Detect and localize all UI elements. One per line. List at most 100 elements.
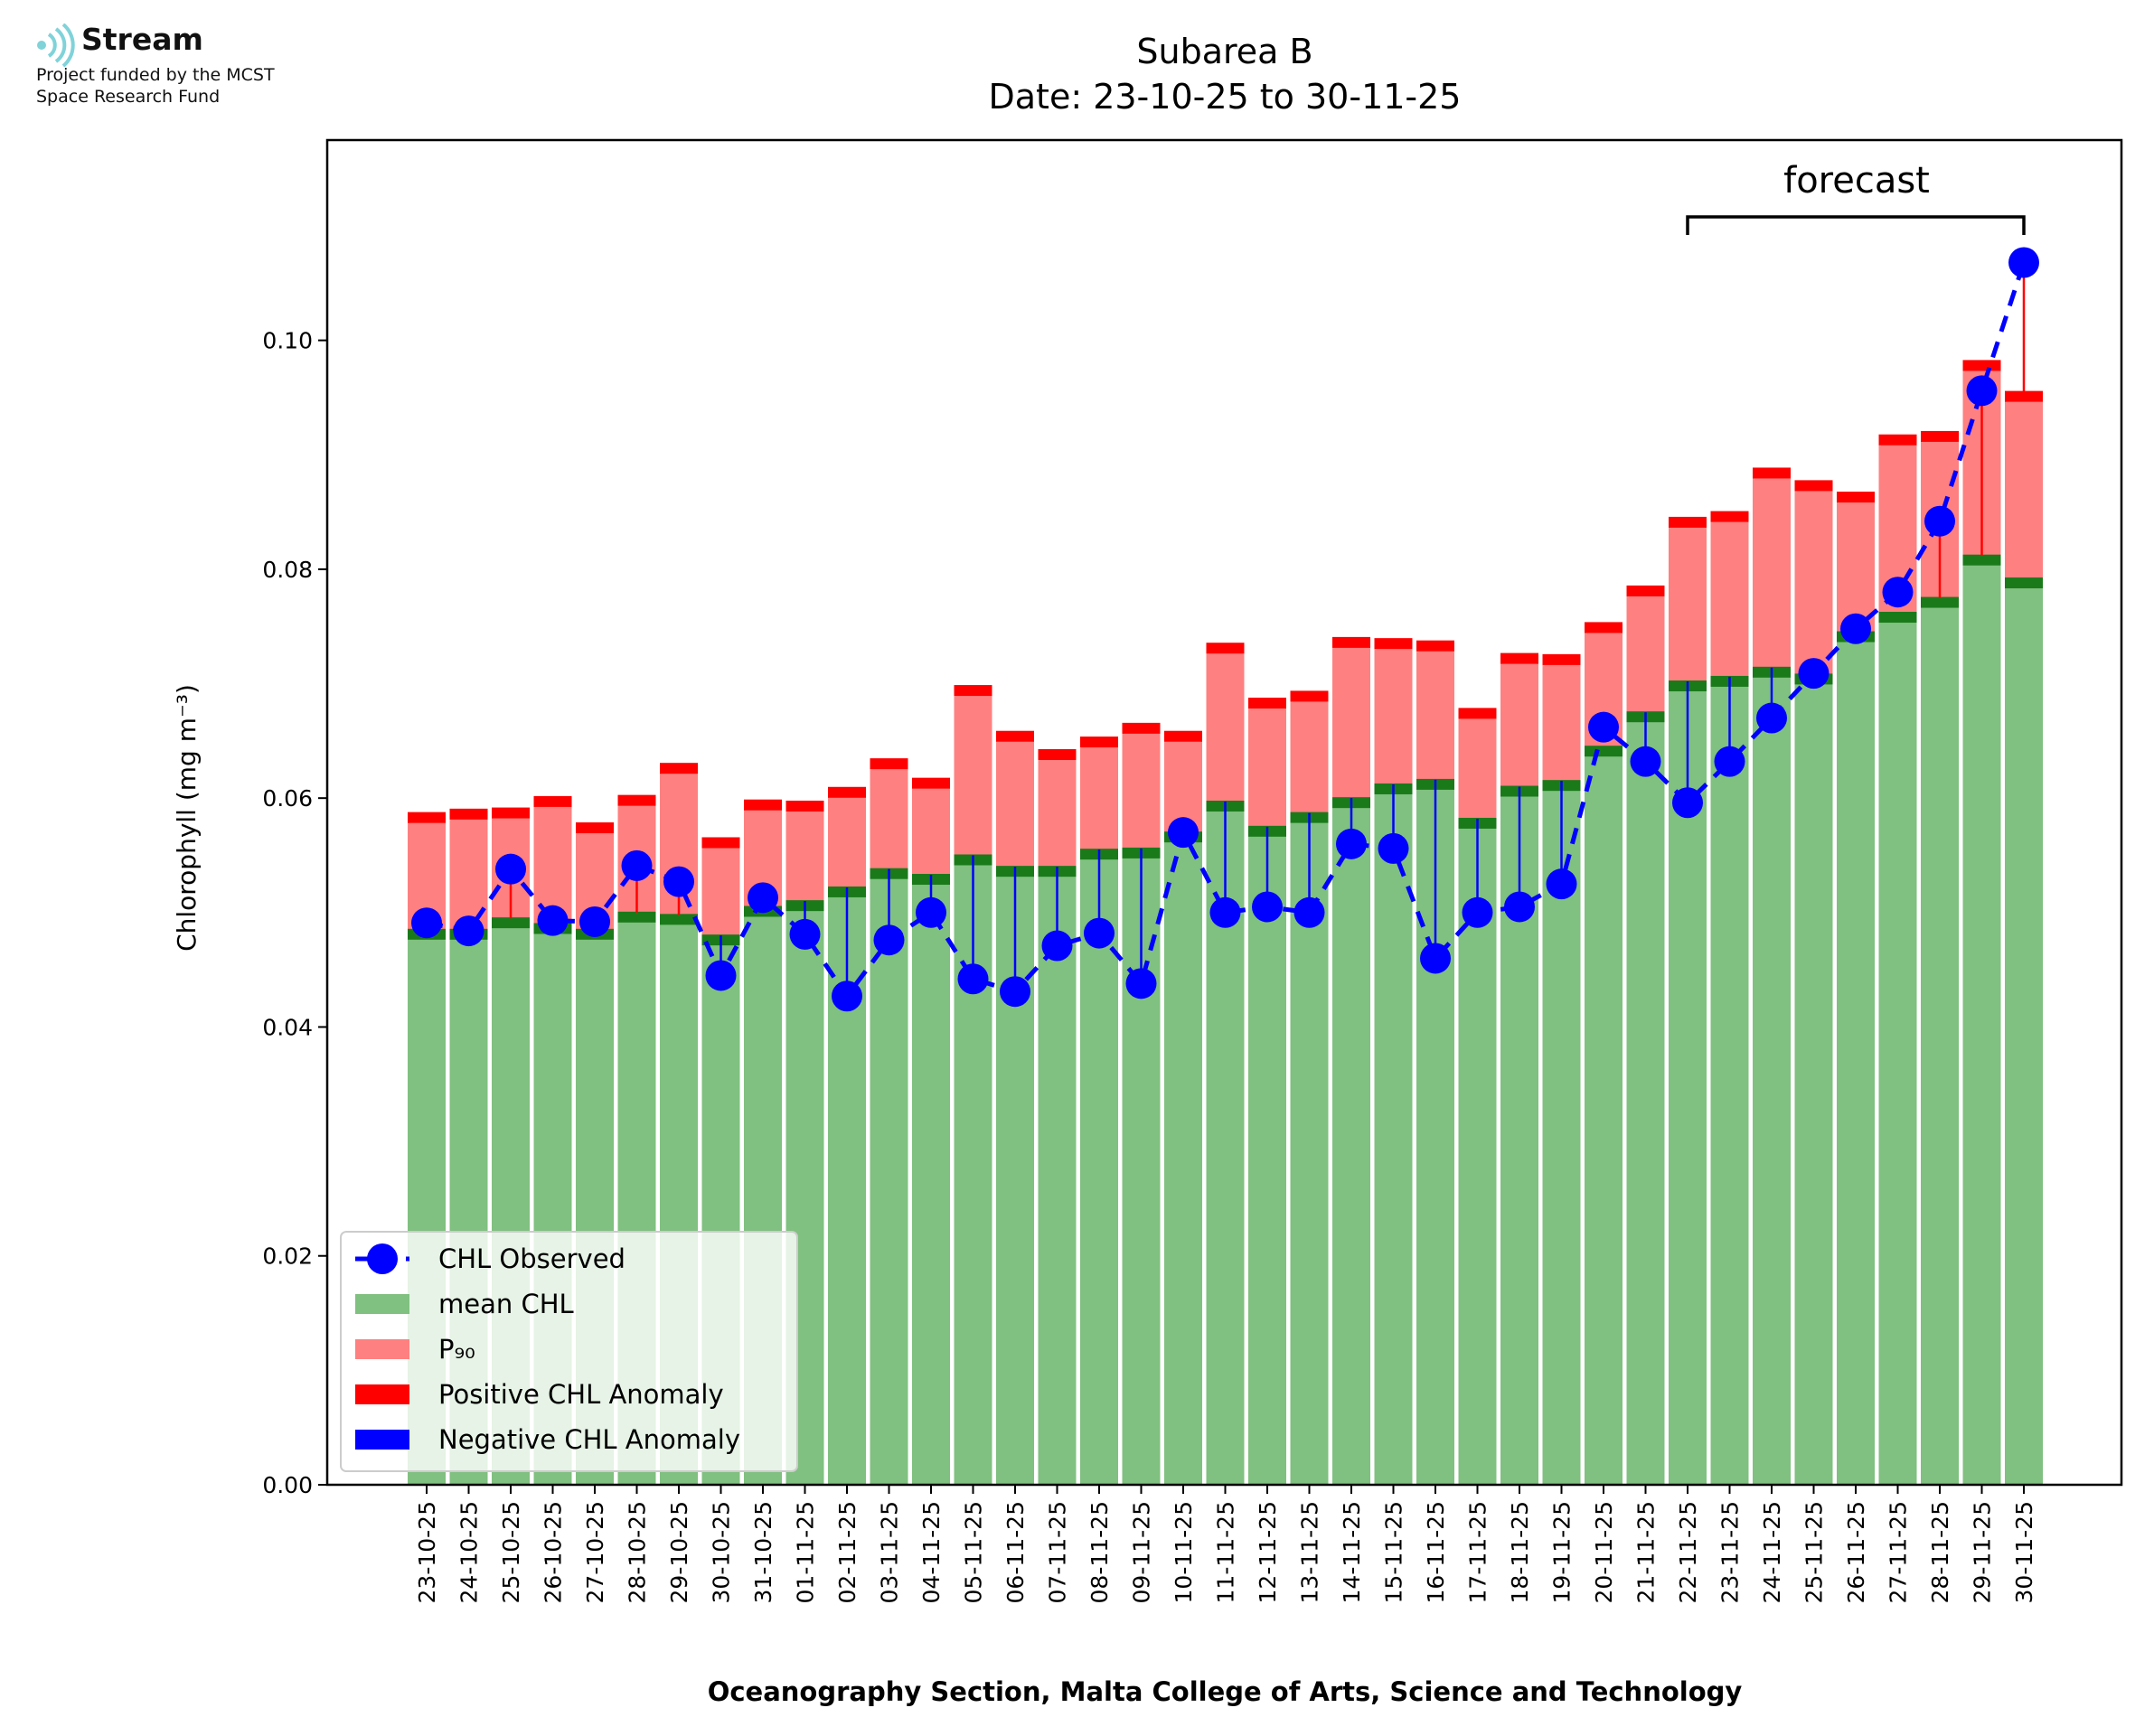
x-tick-label: 29-10-25 — [666, 1501, 692, 1603]
observed-line — [426, 261, 2027, 1000]
legend-box — [340, 1231, 798, 1472]
logo-line-1: Project funded by the MCST — [36, 65, 275, 85]
x-tick-label: 05-11-25 — [961, 1501, 987, 1603]
x-tick-label: 27-10-25 — [582, 1501, 608, 1603]
x-tick-label: 27-11-25 — [1886, 1501, 1912, 1603]
mean-bar-cap — [660, 914, 698, 925]
observed-point — [1882, 577, 1914, 608]
p90-bar-cap — [660, 763, 698, 774]
observed-point — [1125, 968, 1157, 999]
axes-layer: 0.00 0.02 0.04 0.06 0.08 0.10 23-10-25 24-10-25… — [262, 138, 2123, 1603]
observed-point — [1420, 943, 1451, 974]
observed-point — [1966, 375, 1998, 407]
mean-bar — [1794, 674, 1833, 1485]
x-tick-label: 04-11-25 — [918, 1501, 945, 1603]
x-axis-label: Oceanography Section, Malta College of A… — [708, 1676, 1743, 1707]
mean-bar — [1962, 555, 2001, 1485]
p90-bar-cap — [744, 799, 782, 811]
x-tick-label: 11-11-25 — [1213, 1501, 1239, 1603]
observed-point — [748, 882, 778, 914]
logo-line-2: Space Research Fund — [36, 87, 221, 107]
mean-bar — [1332, 798, 1370, 1485]
p90-bar-cap — [1837, 492, 1875, 503]
forecast-layer — [1686, 215, 2026, 235]
x-tick-label: 06-11-25 — [1002, 1501, 1029, 1603]
observed-point — [537, 905, 569, 936]
p90-bar-cap — [2005, 390, 2043, 402]
p90-bar-cap — [1206, 643, 1245, 654]
observed-point — [1000, 976, 1030, 1008]
observed-point — [1084, 917, 1115, 949]
x-tick-label: 15-11-25 — [1381, 1501, 1407, 1603]
x-tick-label: 28-11-25 — [1927, 1501, 1953, 1603]
x-tick-label: 23-11-25 — [1717, 1501, 1744, 1603]
y-tick-label: 0.06 — [262, 785, 313, 812]
observed-point — [621, 849, 653, 881]
p90-bar-cap — [1164, 730, 1202, 742]
p90-bar-cap — [1710, 511, 1749, 522]
x-tick-label: 19-11-25 — [1549, 1501, 1576, 1603]
observed-point — [1924, 505, 1955, 537]
p90-bar-cap — [449, 808, 488, 820]
observed-point — [1546, 868, 1577, 900]
observed-point — [1293, 896, 1325, 928]
mean-bar — [1753, 667, 1791, 1485]
observed-point — [2008, 247, 2039, 278]
y-axis-label: Chlorophyll (mg m⁻³) — [172, 684, 202, 952]
p90-bar-cap — [533, 795, 572, 807]
mean-bar-cap — [2005, 577, 2043, 589]
p90-bar-cap — [1332, 636, 1370, 648]
p90-bar-cap — [1753, 467, 1791, 479]
x-tick-label: 16-11-25 — [1423, 1501, 1449, 1603]
logo-title: Stream — [81, 22, 203, 57]
y-tick-label: 0.02 — [262, 1243, 313, 1270]
observed-point — [789, 918, 821, 950]
legend-label: mean CHL — [438, 1289, 574, 1319]
x-tick-label: 30-10-25 — [709, 1501, 735, 1603]
p90-bar-cap — [701, 837, 740, 849]
p90-bar-cap — [1878, 434, 1917, 446]
y-tick-label: 0.00 — [262, 1472, 313, 1498]
mean-bar — [1878, 613, 1917, 1485]
x-tick-label: 10-11-25 — [1171, 1501, 1197, 1603]
x-tick-label: 09-11-25 — [1129, 1501, 1155, 1603]
x-tick-label: 26-10-25 — [541, 1501, 567, 1603]
x-tick-label: 31-10-25 — [750, 1501, 776, 1603]
legend-swatch — [355, 1430, 409, 1450]
forecast-label: forecast — [1783, 160, 1930, 202]
legend-swatch — [355, 1294, 409, 1314]
x-tick-label: 21-11-25 — [1633, 1501, 1660, 1603]
p90-bar-cap — [1458, 708, 1497, 719]
p90-bar-cap — [996, 730, 1034, 742]
x-tick-label: 17-11-25 — [1465, 1501, 1491, 1603]
observed-point — [1378, 832, 1409, 864]
p90-bar-cap — [785, 800, 824, 812]
x-tick-label: 02-11-25 — [834, 1501, 861, 1603]
observed-point — [1504, 891, 1535, 923]
observed-point — [705, 960, 737, 991]
observed-point — [832, 981, 862, 1012]
observed-point — [663, 866, 694, 897]
p90-bar-cap — [870, 758, 908, 770]
mean-bar-cap — [617, 911, 656, 923]
observed-point — [1168, 817, 1199, 849]
observed-point — [1714, 746, 1745, 777]
mean-bar — [1458, 818, 1497, 1485]
x-tick-label: 03-11-25 — [877, 1501, 903, 1603]
p90-bar-cap — [1669, 516, 1707, 528]
p90-bar-cap — [1585, 622, 1623, 633]
observed-point — [873, 924, 905, 956]
observed-point — [1588, 711, 1619, 743]
mean-bar — [912, 875, 950, 1485]
p90-bar-cap — [1962, 360, 2001, 371]
p90-bar-cap — [1038, 748, 1077, 760]
observed-point — [579, 906, 610, 937]
x-tick-label: 28-10-25 — [625, 1501, 651, 1603]
mean-bar — [1921, 597, 1959, 1485]
x-tick-label: 08-11-25 — [1086, 1501, 1113, 1603]
legend-swatch — [355, 1339, 409, 1359]
legend-marker-observed — [367, 1243, 398, 1274]
observed-point — [453, 915, 484, 947]
p90-bar-cap — [1374, 638, 1413, 650]
